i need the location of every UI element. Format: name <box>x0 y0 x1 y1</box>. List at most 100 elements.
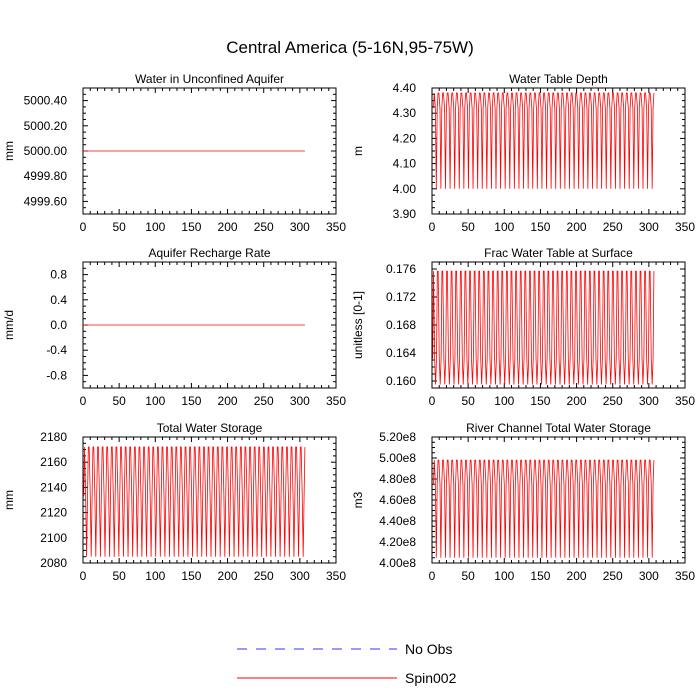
x-tick-label: 0 <box>429 394 436 408</box>
x-tick-label: 250 <box>254 220 274 234</box>
y-tick-label: 5000.20 <box>24 119 68 133</box>
panel-river-channel-total-water-storage: River Channel Total Water Storage m3 0 50 10… <box>351 421 695 583</box>
x-tick-label: 100 <box>145 220 165 234</box>
x-tick-label: 350 <box>326 394 346 408</box>
y-tick-label: 2140 <box>40 480 67 494</box>
y-tick-label: 4.60e8 <box>379 493 416 507</box>
series-line-spin002 <box>432 270 655 385</box>
x-tick-label: 150 <box>530 394 550 408</box>
x-tick-label: 300 <box>290 220 310 234</box>
y-tick-label: 2180 <box>40 430 67 444</box>
x-tick-label: 150 <box>530 220 550 234</box>
panel-title: Total Water Storage <box>157 421 263 435</box>
panel-aquifer-recharge-rate: Aquifer Recharge Rate mm/d 0 50 100 150 200 250… <box>2 246 346 408</box>
x-tick-label: 200 <box>218 220 238 234</box>
y-tick-label: 0.0 <box>50 318 67 332</box>
y-tick-label: 0.172 <box>386 290 416 304</box>
x-tick-label: 100 <box>494 569 514 583</box>
y-tick-label: -0.8 <box>46 368 67 382</box>
series-line-spin002 <box>433 459 655 558</box>
x-tick-label: 50 <box>461 220 475 234</box>
x-tick-label: 50 <box>112 394 126 408</box>
panel-water-table-depth: Water Table Depth m 0 50 100 150 200 250 300 350 3… <box>351 72 695 234</box>
legend: No Obs Spin002 <box>237 641 457 686</box>
figure-title: Central America (5-16N,95-75W) <box>226 38 474 57</box>
x-tick-label: 100 <box>145 569 165 583</box>
legend-spin002-label: Spin002 <box>405 670 457 686</box>
y-tick-label: 5000.00 <box>24 144 68 158</box>
x-tick-label: 200 <box>218 569 238 583</box>
x-tick-label: 350 <box>326 569 346 583</box>
x-tick-label: 100 <box>145 394 165 408</box>
y-axis-label: mm/d <box>2 310 16 340</box>
x-tick-label: 350 <box>675 569 695 583</box>
x-tick-label: 50 <box>112 569 126 583</box>
x-tick-label: 150 <box>181 569 201 583</box>
x-tick-label: 100 <box>494 394 514 408</box>
x-tick-label: 300 <box>639 569 659 583</box>
panel-total-water-storage: Total Water Storage mm 0 50 100 150 200 250 300 3… <box>2 421 346 583</box>
y-tick-label: 2100 <box>40 531 67 545</box>
x-tick-label: 50 <box>112 220 126 234</box>
x-tick-label: 250 <box>603 569 623 583</box>
y-tick-label: 2160 <box>40 455 67 469</box>
x-tick-label: 300 <box>639 394 659 408</box>
x-tick-label: 0 <box>80 569 87 583</box>
x-tick-label: 350 <box>675 220 695 234</box>
x-tick-label: 50 <box>461 394 475 408</box>
y-tick-label: 0.8 <box>50 268 67 282</box>
panel-water-in-unconfined-aquifer: Water in Unconfined Aquifer mm 0 50 100 150 20… <box>2 72 346 234</box>
x-tick-label: 200 <box>567 569 587 583</box>
x-tick-label: 0 <box>429 569 436 583</box>
x-tick-label: 0 <box>80 220 87 234</box>
y-tick-label: 4999.60 <box>24 194 68 208</box>
x-tick-label: 0 <box>80 394 87 408</box>
x-tick-label: 200 <box>218 394 238 408</box>
y-tick-label: 4.00e8 <box>379 556 416 570</box>
x-tick-label: 150 <box>181 220 201 234</box>
y-tick-label: 4.80e8 <box>379 472 416 486</box>
x-tick-label: 100 <box>494 220 514 234</box>
y-tick-label: 4.10 <box>393 157 417 171</box>
panel-title: River Channel Total Water Storage <box>466 421 651 435</box>
y-axis-label: mm <box>2 141 16 161</box>
y-tick-label: 5.20e8 <box>379 430 416 444</box>
y-axis-label: m3 <box>351 491 365 508</box>
x-tick-label: 300 <box>290 569 310 583</box>
y-tick-label: 4999.80 <box>24 169 68 183</box>
y-axis-label: m <box>351 146 365 156</box>
y-tick-label: 2080 <box>40 556 67 570</box>
y-tick-label: 4.30 <box>393 106 417 120</box>
y-tick-label: 2120 <box>40 506 67 520</box>
x-tick-label: 250 <box>254 569 274 583</box>
x-tick-label: 350 <box>675 394 695 408</box>
panel-title: Aquifer Recharge Rate <box>148 246 270 260</box>
legend-no-obs-label: No Obs <box>405 641 452 657</box>
y-tick-label: 4.40 <box>393 81 417 95</box>
y-tick-label: 0.160 <box>386 374 416 388</box>
x-tick-label: 250 <box>254 394 274 408</box>
x-tick-label: 250 <box>603 394 623 408</box>
x-tick-label: 200 <box>567 394 587 408</box>
chart-panels: Water in Unconfined Aquifer mm 0 50 100 150 20… <box>2 72 695 583</box>
y-tick-label: 0.4 <box>50 293 67 307</box>
y-tick-label: 5000.40 <box>24 94 68 108</box>
x-tick-label: 0 <box>429 220 436 234</box>
series-line-spin002 <box>433 92 655 189</box>
panel-title: Water in Unconfined Aquifer <box>135 72 284 86</box>
x-tick-label: 50 <box>461 569 475 583</box>
y-tick-label: 4.20e8 <box>379 535 416 549</box>
x-tick-label: 200 <box>567 220 587 234</box>
y-axis-label: mm <box>2 490 16 510</box>
x-tick-label: 150 <box>530 569 550 583</box>
x-tick-label: 300 <box>290 394 310 408</box>
y-axis-label: unitless [0-1] <box>351 291 365 359</box>
panel-frac-water-table-at-surface: Frac Water Table at Surface unitless [0-1… <box>351 246 695 408</box>
y-tick-label: 5.00e8 <box>379 451 416 465</box>
panel-title: Frac Water Table at Surface <box>484 246 633 260</box>
x-tick-label: 150 <box>181 394 201 408</box>
y-tick-label: 0.176 <box>386 262 416 276</box>
series-line-spin002 <box>83 446 306 557</box>
x-tick-label: 350 <box>326 220 346 234</box>
